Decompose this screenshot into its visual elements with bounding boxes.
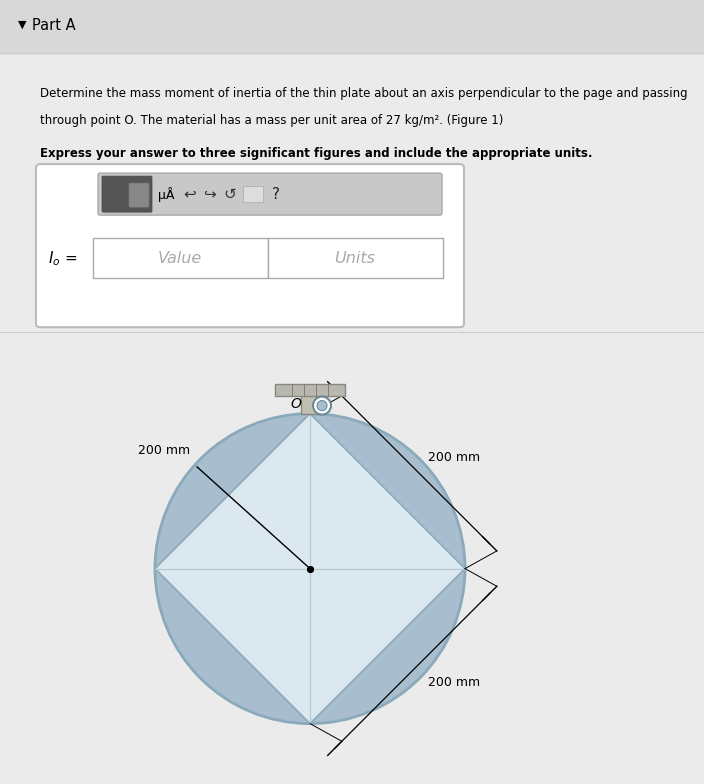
FancyBboxPatch shape (98, 173, 442, 215)
Bar (301, 394, 319, 414)
Circle shape (155, 414, 465, 724)
Text: through point O. The material has a mass per unit area of 27 kg/m². (Figure 1): through point O. The material has a mass… (40, 114, 503, 126)
FancyBboxPatch shape (36, 164, 464, 327)
Text: ▼: ▼ (18, 20, 27, 30)
FancyBboxPatch shape (129, 183, 149, 207)
Circle shape (313, 397, 331, 415)
Polygon shape (155, 414, 465, 724)
Text: ↩: ↩ (183, 187, 196, 201)
Bar (93, 238, 268, 278)
Text: 200 mm: 200 mm (428, 676, 480, 689)
Text: ?: ? (272, 187, 280, 201)
Text: 200 mm: 200 mm (138, 444, 190, 457)
Bar (0, 0, 704, 53)
Text: μÅ: μÅ (158, 187, 175, 201)
Bar (268, 238, 443, 278)
Text: Determine the mass moment of inertia of the thin plate about an axis perpendicul: Determine the mass moment of inertia of … (40, 86, 688, 100)
Text: ↪: ↪ (203, 187, 215, 201)
Text: $I_o$ =: $I_o$ = (48, 249, 77, 267)
Bar (243, 186, 263, 202)
FancyBboxPatch shape (102, 176, 152, 212)
Text: ↺: ↺ (223, 187, 236, 201)
Circle shape (317, 401, 327, 411)
Text: Units: Units (334, 251, 375, 266)
Text: Value: Value (158, 251, 202, 266)
Text: 200 mm: 200 mm (428, 452, 480, 464)
Text: $O$: $O$ (289, 397, 302, 411)
Bar (275, 383, 345, 396)
Text: Part A: Part A (32, 17, 75, 32)
Text: Express your answer to three significant figures and include the appropriate uni: Express your answer to three significant… (40, 147, 593, 160)
